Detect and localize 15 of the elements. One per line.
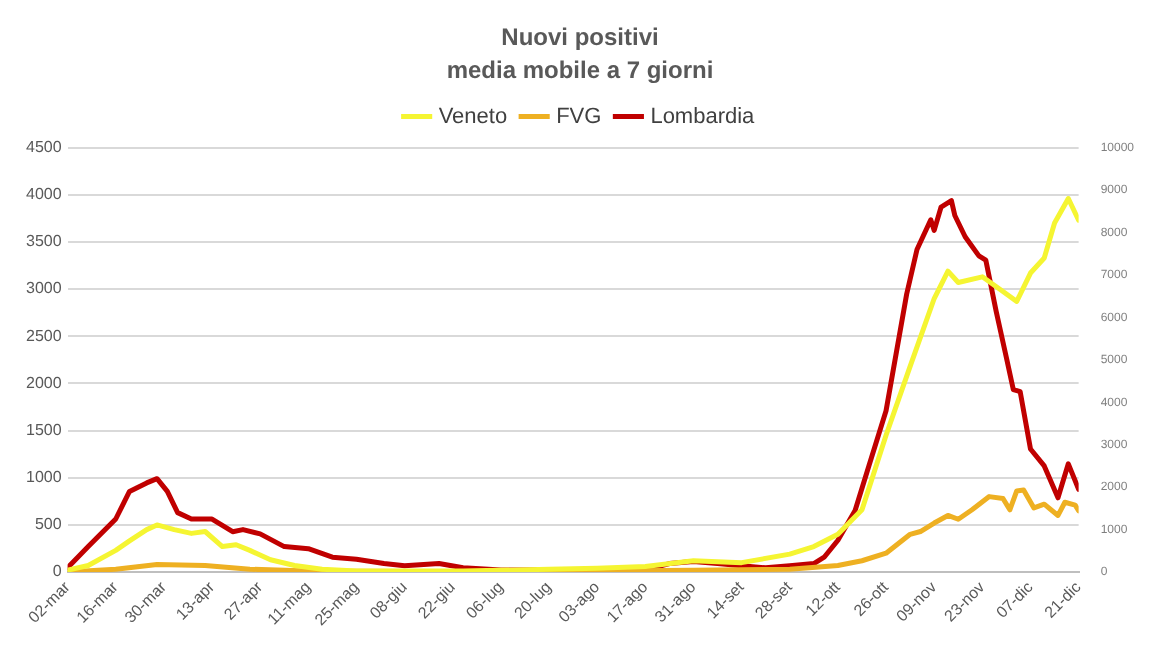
legend-label: FVG	[556, 104, 602, 129]
legend-label: Lombardia	[650, 104, 757, 129]
y-tick-label: 0	[52, 562, 63, 581]
chart-title: Nuovi positivi	[501, 23, 659, 52]
y-tick-label: 3000	[26, 279, 63, 298]
y-tick-label: 3500	[26, 232, 63, 251]
y-tick-label: 4500	[26, 138, 63, 157]
legend-label: Veneto	[438, 104, 508, 129]
y-tick-label: 1500	[26, 420, 63, 439]
y-tick-label: 1000	[26, 468, 63, 487]
y-tick-label: 2000	[26, 373, 63, 392]
chart-subtitle: media mobile a 7 giorni	[446, 55, 714, 84]
y-tick-label: 4000	[26, 185, 63, 204]
y-tick-label: 2500	[26, 326, 63, 345]
y-tick-label: 500	[34, 515, 63, 534]
